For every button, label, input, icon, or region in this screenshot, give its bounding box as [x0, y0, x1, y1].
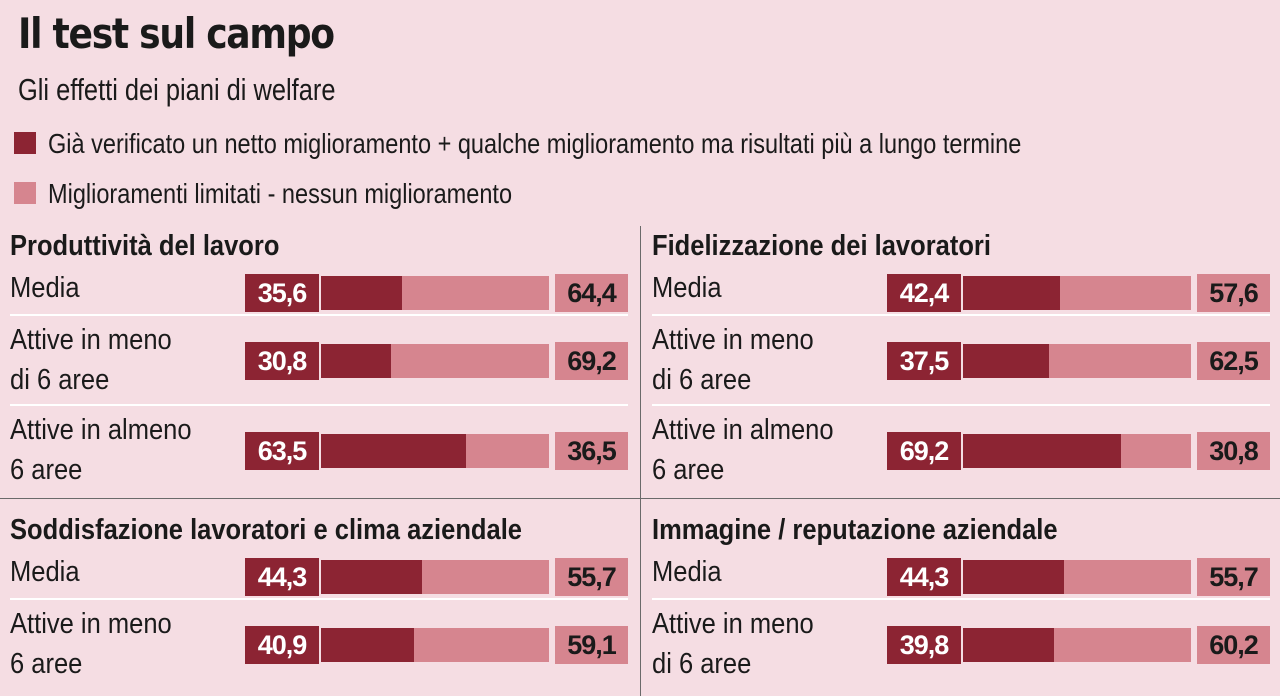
value-label-negative: 69,2	[555, 342, 628, 380]
bar-row: Attive in almeno 6 aree 63,5 36,5	[10, 410, 628, 498]
bar-positive	[963, 344, 1049, 378]
legend-swatch-positive	[14, 132, 36, 154]
legend-swatch-negative	[14, 182, 36, 204]
value-label-negative: 30,8	[1197, 432, 1270, 470]
bar-positive	[321, 344, 392, 378]
value-label-negative: 60,2	[1197, 626, 1270, 664]
row-label: Attive in meno di 6 aree	[652, 324, 814, 396]
legend-label-negative: Miglioramenti limitati - nessun migliora…	[48, 178, 513, 209]
bar-positive	[963, 434, 1121, 468]
row-label: Media	[10, 556, 80, 588]
row-separator	[10, 404, 628, 406]
value-label-positive: 63,5	[245, 432, 319, 470]
bar-negative	[321, 434, 549, 468]
value-label-negative: 55,7	[1197, 558, 1270, 596]
row-label: Attive in meno di 6 aree	[10, 324, 172, 396]
row-label: Attive in almeno 6 aree	[10, 414, 192, 486]
bar-row: Media 35,6 64,4	[10, 268, 628, 318]
value-label-negative: 55,7	[555, 558, 628, 596]
bar-positive	[963, 628, 1054, 662]
row-separator	[10, 598, 628, 600]
bar-negative	[963, 628, 1191, 662]
value-label-negative: 36,5	[555, 432, 628, 470]
bar-positive	[321, 276, 403, 310]
chart-subtitle: Gli effetti dei piani di welfare	[18, 72, 336, 107]
row-separator	[10, 314, 628, 316]
row-label: Attive in almeno 6 aree	[652, 414, 834, 486]
bar-row: Media 42,4 57,6	[652, 268, 1270, 318]
bar-negative	[963, 434, 1191, 468]
panel-title: Produttività del lavoro	[10, 230, 280, 262]
bar-row: Attive in almeno 6 aree 69,2 30,8	[652, 410, 1270, 498]
value-label-negative: 64,4	[555, 274, 628, 312]
bar-negative	[321, 560, 549, 594]
bar-negative	[321, 344, 549, 378]
chart-title: Il test sul campo	[18, 9, 335, 58]
panel-title: Soddisfazione lavoratori e clima azienda…	[10, 514, 522, 546]
bar-row: Media 44,3 55,7	[10, 552, 628, 602]
bar-row: Media 44,3 55,7	[652, 552, 1270, 602]
bar-row: Attive in meno 6 aree 40,9 59,1	[10, 604, 628, 692]
row-separator	[652, 404, 1270, 406]
bar-negative	[963, 276, 1191, 310]
value-label-positive: 39,8	[887, 626, 961, 664]
bar-positive	[963, 560, 1064, 594]
row-separator	[652, 314, 1270, 316]
value-label-negative: 62,5	[1197, 342, 1270, 380]
row-label: Media	[652, 556, 722, 588]
value-label-positive: 40,9	[245, 626, 319, 664]
value-label-negative: 57,6	[1197, 274, 1270, 312]
legend-label-positive: Già verificato un netto miglioramento + …	[48, 128, 1022, 159]
bar-negative	[321, 628, 549, 662]
value-label-positive: 37,5	[887, 342, 961, 380]
bar-row: Attive in meno di 6 aree 30,8 69,2	[10, 320, 628, 408]
value-label-positive: 69,2	[887, 432, 961, 470]
row-label: Attive in meno 6 aree	[10, 608, 172, 680]
row-label: Attive in meno di 6 aree	[652, 608, 814, 680]
value-label-positive: 30,8	[245, 342, 319, 380]
panel-divider-horizontal	[0, 498, 1280, 499]
bar-positive	[963, 276, 1060, 310]
panel-divider-vertical	[640, 226, 641, 696]
bar-row: Attive in meno di 6 aree 39,8 60,2	[652, 604, 1270, 692]
bar-row: Attive in meno di 6 aree 37,5 62,5	[652, 320, 1270, 408]
value-label-positive: 42,4	[887, 274, 961, 312]
row-label: Media	[10, 272, 80, 304]
value-label-positive: 44,3	[887, 558, 961, 596]
row-separator	[652, 598, 1270, 600]
bar-positive	[321, 560, 422, 594]
value-label-negative: 59,1	[555, 626, 628, 664]
bar-negative	[963, 560, 1191, 594]
bar-negative	[321, 276, 549, 310]
panel-title: Immagine / reputazione aziendale	[652, 514, 1058, 546]
value-label-positive: 44,3	[245, 558, 319, 596]
bar-negative	[963, 344, 1191, 378]
value-label-positive: 35,6	[245, 274, 319, 312]
bar-positive	[321, 628, 415, 662]
bar-positive	[321, 434, 466, 468]
panel-title: Fidelizzazione dei lavoratori	[652, 230, 991, 262]
row-label: Media	[652, 272, 722, 304]
